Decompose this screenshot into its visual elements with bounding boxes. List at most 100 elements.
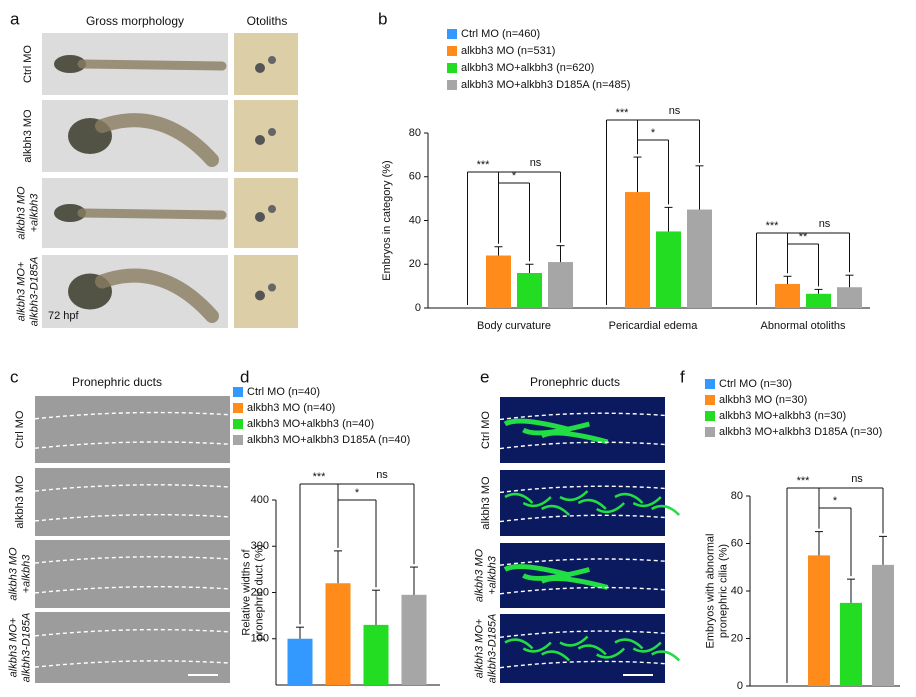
micrograph — [500, 614, 665, 683]
cilia — [559, 490, 589, 502]
x-tick-label: Abnormal otoliths — [761, 320, 846, 332]
bar — [806, 293, 831, 308]
legend-label: Ctrl MO (n=460) — [461, 28, 540, 40]
panel-header: Pronephric ducts — [72, 375, 162, 389]
y-tick-label: 80 — [731, 490, 743, 502]
legend-label: alkbh3 MO (n=30) — [719, 394, 807, 406]
bar — [325, 583, 351, 685]
row-label: +alkbh3 — [486, 555, 498, 595]
y-tick-label: 200 — [251, 586, 269, 598]
embryo-head — [54, 204, 86, 222]
significance: ns — [819, 218, 831, 230]
duct-outline — [34, 586, 231, 594]
panel-letter: c — [10, 367, 19, 386]
row-label: alkbh3 MO — [473, 548, 485, 602]
legend-label: Ctrl MO (n=30) — [719, 378, 792, 390]
y-tick-label: 40 — [409, 214, 421, 226]
legend-label: Ctrl MO (n=40) — [247, 386, 320, 398]
otolith — [255, 290, 265, 301]
micrograph — [500, 470, 665, 536]
row-label: alkbh3 MO — [480, 476, 492, 530]
bar — [486, 255, 511, 308]
legend-label: alkbh3 MO+alkbh3 (n=30) — [719, 410, 846, 422]
duct-outline — [34, 514, 231, 522]
cilia — [651, 650, 681, 662]
cilia — [541, 650, 571, 662]
y-tick-label: 60 — [731, 537, 743, 549]
y-tick-label: 20 — [731, 632, 743, 644]
panel-letter: f — [680, 367, 685, 386]
row-label: alkbh3 MO+ — [473, 618, 485, 678]
embryo-body — [77, 208, 227, 220]
legend-label: alkbh3 MO (n=40) — [247, 402, 335, 414]
legend-swatch — [447, 80, 457, 90]
cilia — [522, 641, 552, 653]
legend-label: alkbh3 MO+alkbh3 D185A (n=485) — [461, 79, 630, 91]
bar — [401, 594, 427, 685]
legend-swatch — [233, 419, 243, 429]
bar — [775, 283, 800, 308]
duct-outline — [34, 556, 231, 564]
cilia — [651, 504, 681, 516]
panel-letter: e — [480, 367, 489, 386]
duct-outline — [34, 660, 231, 668]
significance: *** — [766, 220, 780, 232]
y-axis-label: Relative widths of — [240, 548, 252, 635]
cilia — [522, 496, 552, 508]
otolith — [255, 212, 265, 222]
row-label: alkbh3 MO — [14, 475, 26, 529]
legend-swatch — [705, 411, 715, 421]
y-tick-label: 0 — [415, 302, 421, 314]
cilia — [596, 502, 626, 514]
panel-letter: a — [10, 9, 20, 28]
panel-letter: b — [378, 9, 387, 28]
otolith — [268, 128, 276, 136]
legend-label: alkbh3 MO+alkbh3 D185A (n=30) — [719, 426, 882, 438]
y-tick-label: 100 — [251, 633, 269, 645]
row-label: +alkbh3 — [20, 554, 32, 594]
significance: ns — [530, 157, 542, 169]
embryo-body — [77, 59, 227, 71]
x-tick-label: Body curvature — [477, 320, 551, 332]
micrograph — [35, 396, 230, 463]
significance: ns — [376, 469, 388, 481]
legend-swatch — [447, 46, 457, 56]
bar — [548, 262, 573, 308]
duct-outline — [34, 628, 231, 637]
y-tick-label: 80 — [409, 127, 421, 139]
micrograph — [234, 100, 298, 172]
bar — [656, 231, 681, 308]
significance: *** — [616, 107, 630, 119]
micrograph — [35, 612, 230, 683]
y-axis-label: pronephric cilia (%) — [717, 544, 729, 638]
cilia — [614, 492, 644, 504]
cilia — [577, 498, 607, 510]
y-axis-label: pronephric duct (%) — [253, 545, 265, 641]
row-label: alkbh3 MO — [7, 547, 19, 601]
cilia — [503, 564, 572, 578]
significance: ns — [669, 105, 681, 117]
row-label: alkbh3-D185A — [20, 613, 32, 683]
legend-swatch — [233, 387, 243, 397]
significance: *** — [797, 475, 811, 487]
legend-swatch — [233, 403, 243, 413]
bar — [872, 564, 894, 686]
cilia — [503, 418, 572, 433]
legend-swatch — [447, 29, 457, 39]
cilia — [596, 647, 626, 659]
legend-label: alkbh3 MO+alkbh3 D185A (n=40) — [247, 434, 410, 446]
micrograph — [35, 540, 230, 608]
micrograph — [35, 468, 230, 536]
row-label: Ctrl MO — [14, 410, 26, 448]
cilia — [504, 492, 534, 504]
bar — [808, 555, 830, 686]
legend-label: alkbh3 MO+alkbh3 (n=40) — [247, 418, 374, 430]
significance: * — [512, 170, 517, 182]
cilia — [541, 504, 571, 516]
legend-label: alkbh3 MO (n=531) — [461, 45, 555, 57]
row-label: +alkbh3 — [28, 193, 40, 233]
legend-swatch — [447, 63, 457, 73]
row-label: alkbh3-D185A — [28, 257, 40, 327]
significance: *** — [477, 159, 491, 171]
